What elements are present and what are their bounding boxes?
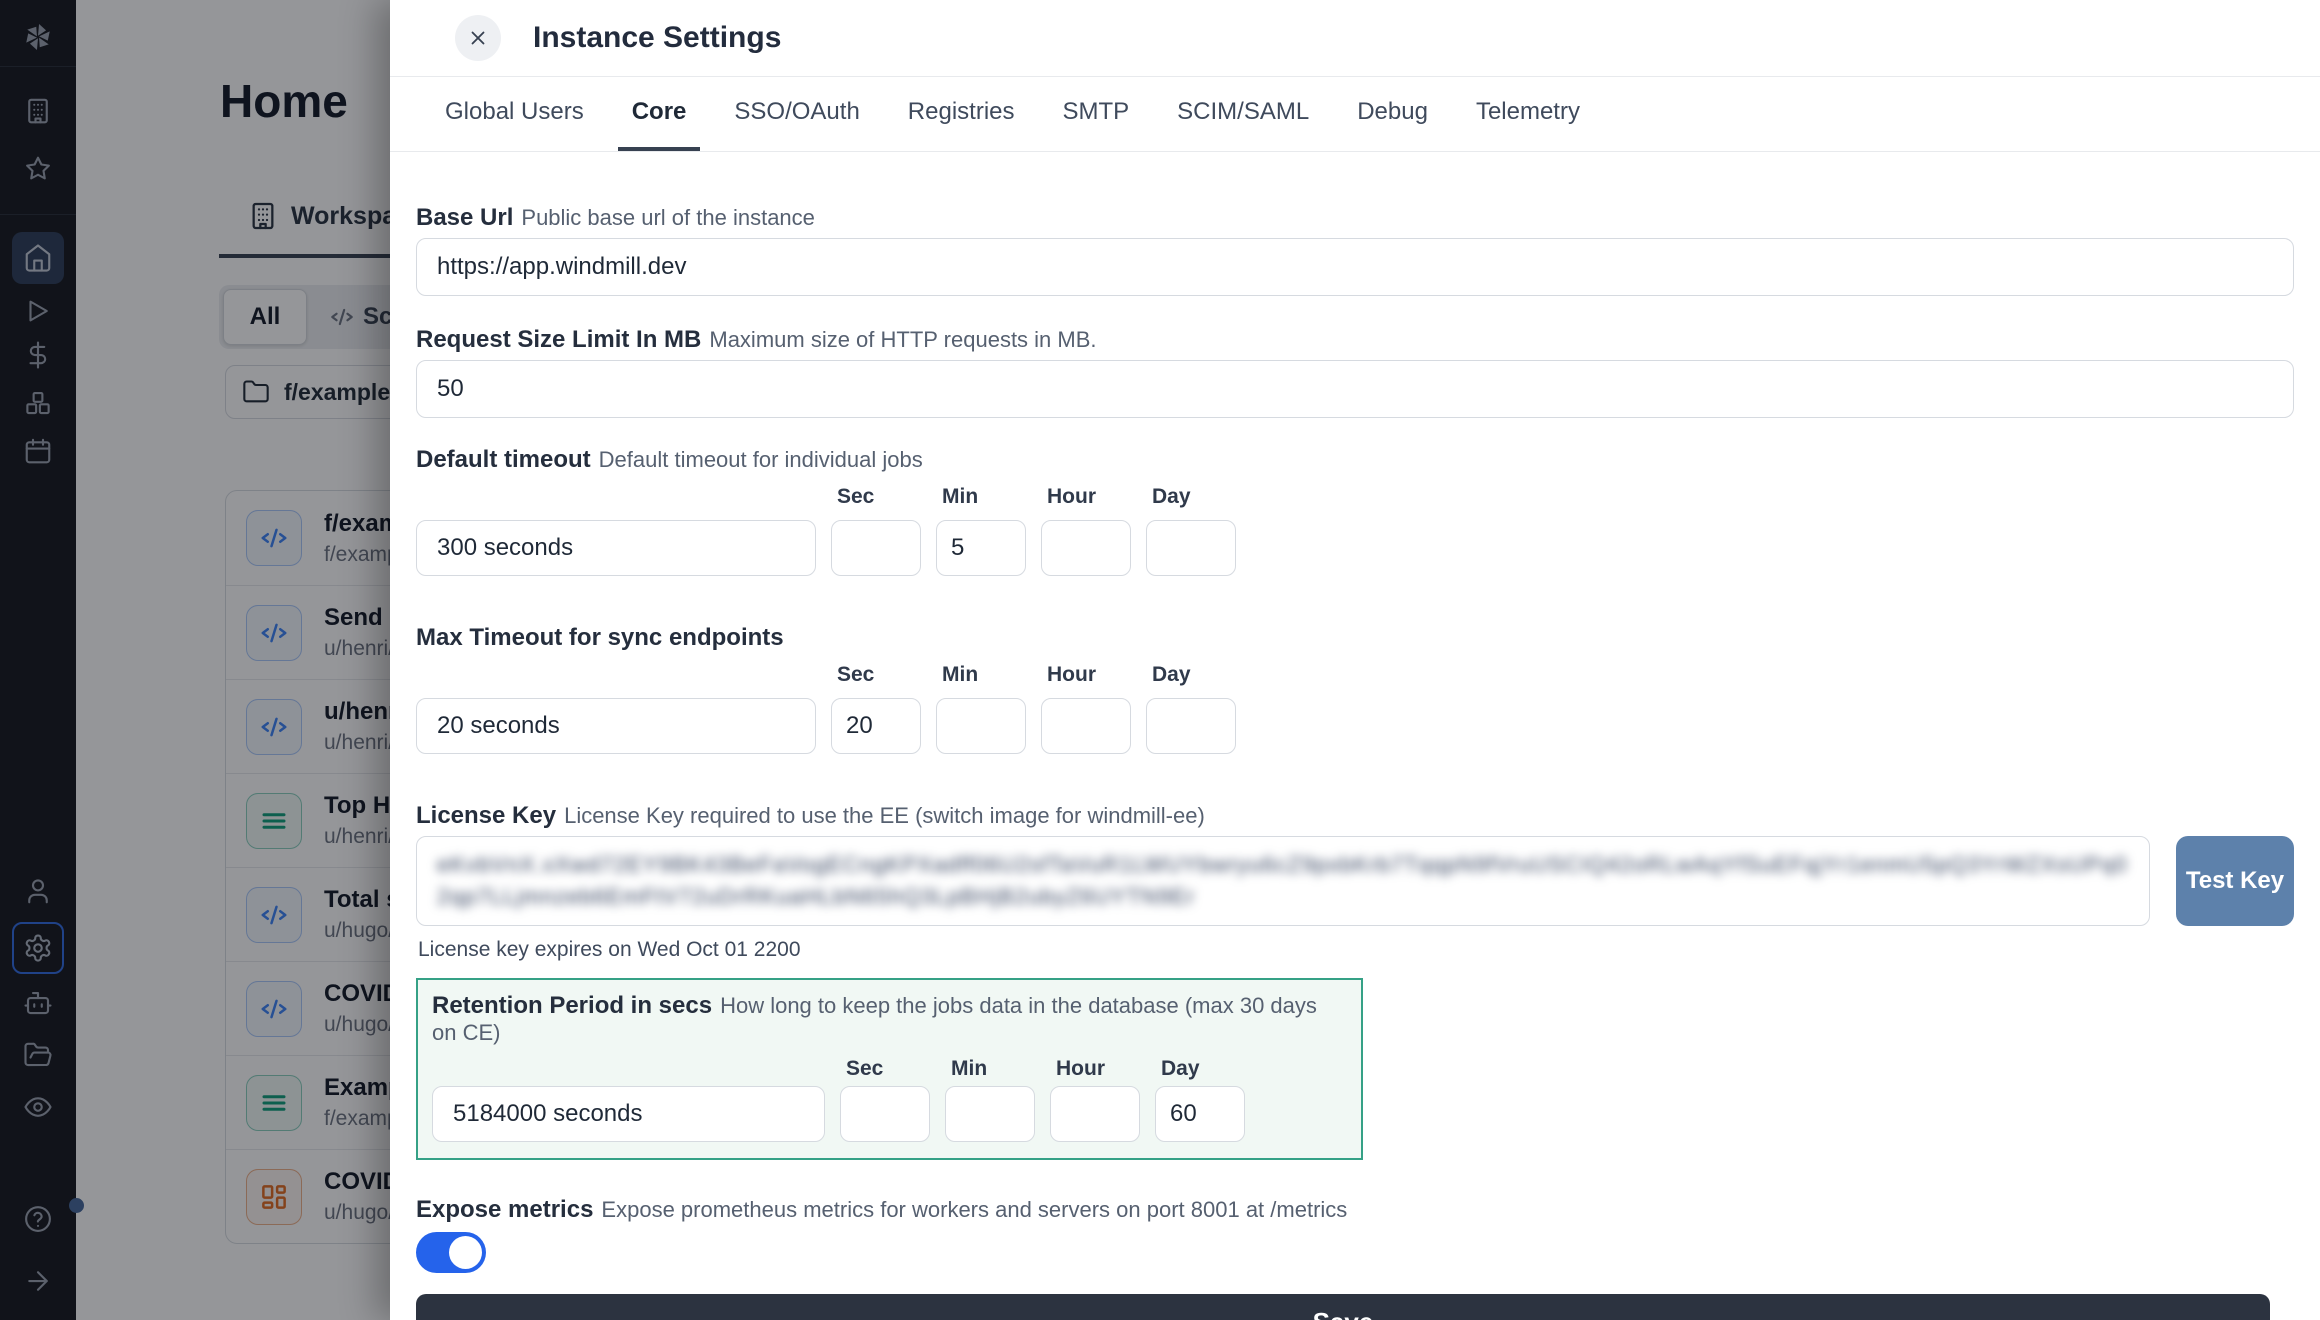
license-key-blurred-value: eKvbVnX.xXwd72EY9BK43BeFaVogECngKPXadff0… xyxy=(437,852,2128,909)
request-size-desc: Maximum size of HTTP requests in MB. xyxy=(709,327,1097,352)
retention-day-input[interactable] xyxy=(1155,1086,1245,1142)
modal-header: Instance Settings xyxy=(390,0,2320,77)
script-icon xyxy=(246,604,302,661)
tab-registries[interactable]: Registries xyxy=(907,98,1015,125)
sidebar xyxy=(0,0,84,1320)
default-timeout-desc: Default timeout for individual jobs xyxy=(598,447,923,472)
license-key-section: License Key License Key required to use t… xyxy=(416,802,2294,962)
base-url-section: Base Url Public base url of the instance xyxy=(416,204,2294,296)
settings-tabs: Global Users Core SSO/OAuth Registries S… xyxy=(390,77,2320,152)
sidebar-divider xyxy=(0,66,76,67)
retention-hour-input[interactable] xyxy=(1050,1086,1140,1142)
page-title: Home xyxy=(220,75,348,127)
list-item[interactable]: COVID u/hugo/ xyxy=(226,1149,644,1243)
base-url-desc: Public base url of the instance xyxy=(521,205,815,230)
expose-metrics-toggle[interactable] xyxy=(416,1232,486,1273)
filter-all-button[interactable]: All xyxy=(223,289,307,345)
license-key-textarea[interactable]: eKvbVnX.xXwd72EY9BK43BeFaVogECngKPXadff0… xyxy=(416,836,2150,926)
request-size-section: Request Size Limit In MB Maximum size of … xyxy=(416,326,2294,418)
license-key-label: License Key xyxy=(416,802,557,829)
expose-metrics-desc: Expose prometheus metrics for workers an… xyxy=(601,1197,1348,1222)
tab-global-users[interactable]: Global Users xyxy=(445,98,584,125)
settings-form: Base Url Public base url of the instance … xyxy=(390,204,2320,1320)
retention-input[interactable] xyxy=(432,1086,825,1142)
sidebar-divider xyxy=(0,214,76,215)
retention-label: Retention Period in secs xyxy=(432,992,713,1019)
default-timeout-sec-input[interactable] xyxy=(831,520,921,576)
tab-debug[interactable]: Debug xyxy=(1357,98,1428,125)
max-timeout-day-input[interactable] xyxy=(1146,698,1236,754)
list-item[interactable]: Total s u/hugo/ xyxy=(226,867,644,961)
retention-sec-input[interactable] xyxy=(840,1086,930,1142)
script-icon xyxy=(246,980,302,1037)
request-size-input[interactable] xyxy=(416,360,2294,418)
tab-telemetry[interactable]: Telemetry xyxy=(1475,98,1580,125)
close-icon xyxy=(467,27,489,49)
save-button[interactable]: Save xyxy=(416,1294,2270,1320)
request-size-label: Request Size Limit In MB xyxy=(416,326,702,353)
close-button[interactable] xyxy=(455,15,501,61)
max-timeout-label: Max Timeout for sync endpoints xyxy=(416,624,784,651)
tab-sso-oauth[interactable]: SSO/OAuth xyxy=(734,98,860,125)
expose-metrics-label: Expose metrics xyxy=(416,1196,594,1223)
default-timeout-min-input[interactable] xyxy=(936,520,1026,576)
script-icon xyxy=(246,698,302,755)
expose-metrics-section: Expose metrics Expose prometheus metrics … xyxy=(416,1196,2294,1278)
base-url-label: Base Url xyxy=(416,204,514,231)
toggle-knob xyxy=(449,1236,482,1269)
tab-core[interactable]: Core xyxy=(617,77,701,151)
license-key-desc: License Key required to use the EE (swit… xyxy=(564,803,1205,828)
base-url-input[interactable] xyxy=(416,238,2294,296)
max-timeout-hour-input[interactable] xyxy=(1041,698,1131,754)
app-icon xyxy=(246,1168,302,1225)
sidebar-item-home[interactable] xyxy=(12,232,64,284)
sidebar-item-help[interactable] xyxy=(0,1198,84,1234)
default-timeout-day-input[interactable] xyxy=(1146,520,1236,576)
retention-min-input[interactable] xyxy=(945,1086,1035,1142)
default-timeout-section: Default timeout Default timeout for indiv… xyxy=(416,446,2294,576)
modal-title: Instance Settings xyxy=(533,21,782,54)
notification-dot xyxy=(69,1198,84,1213)
default-timeout-hour-input[interactable] xyxy=(1041,520,1131,576)
list-item[interactable]: u/henri u/henri/ xyxy=(226,679,644,773)
sidebar-item-instance-settings[interactable] xyxy=(12,922,64,974)
default-timeout-input[interactable] xyxy=(416,520,816,576)
instance-settings-modal: Instance Settings Global Users Core SSO/… xyxy=(390,0,2320,1320)
list-item[interactable]: f/exam f/examp xyxy=(226,491,644,585)
max-timeout-sec-input[interactable] xyxy=(831,698,921,754)
license-expiry-note: License key expires on Wed Oct 01 2200 xyxy=(418,938,801,961)
retention-period-section: Retention Period in secs How long to keep… xyxy=(416,978,1363,1160)
max-timeout-min-input[interactable] xyxy=(936,698,1026,754)
flow-icon xyxy=(246,792,302,849)
tab-scim-saml[interactable]: SCIM/SAML xyxy=(1177,98,1310,125)
list-item[interactable]: Examp f/examp xyxy=(226,1055,644,1149)
retention-desc: How long to keep the jobs data in the da… xyxy=(432,993,1317,1045)
test-key-button[interactable]: Test Key xyxy=(2176,836,2294,926)
flow-icon xyxy=(246,1074,302,1131)
max-timeout-section: Max Timeout for sync endpoints Sec Min H… xyxy=(416,624,2294,754)
max-timeout-input[interactable] xyxy=(416,698,816,754)
script-icon xyxy=(246,886,302,943)
default-timeout-label: Default timeout xyxy=(416,446,591,473)
tab-smtp[interactable]: SMTP xyxy=(1062,98,1130,125)
script-icon xyxy=(246,510,302,566)
